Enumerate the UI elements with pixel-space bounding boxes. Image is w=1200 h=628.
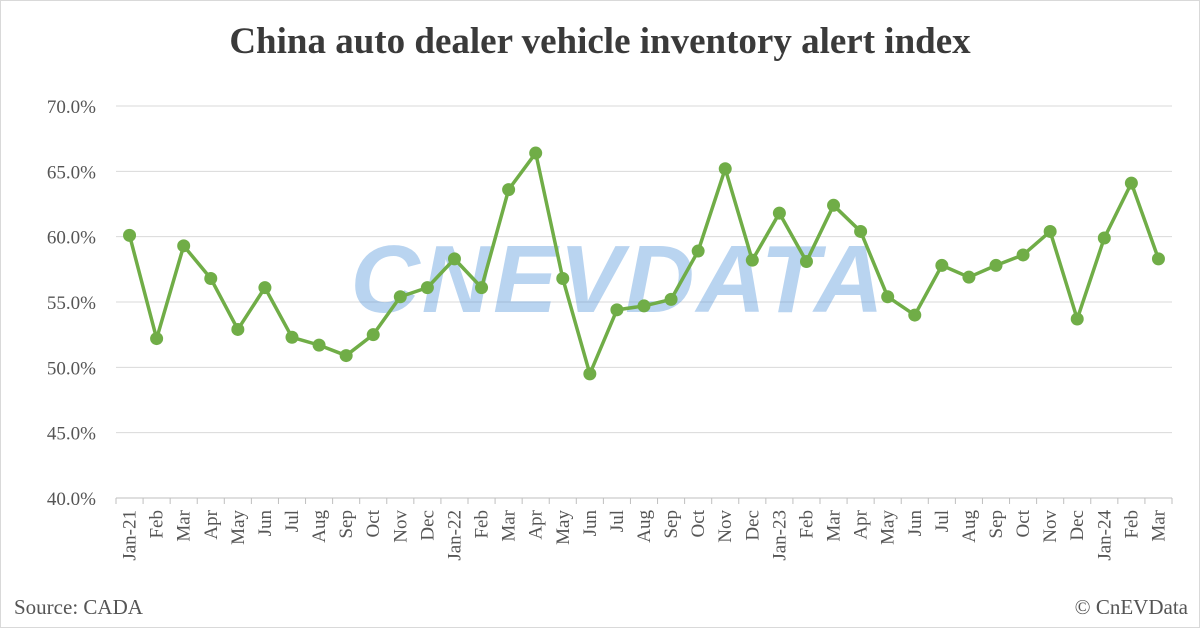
- x-tick-label: Dec: [1067, 510, 1088, 541]
- x-tick-label: Apr: [526, 509, 547, 539]
- data-point: [123, 228, 137, 242]
- x-tick-label: Jan-22: [444, 510, 465, 561]
- x-tick-label: Mar: [499, 509, 520, 541]
- axes: [115, 497, 1173, 504]
- data-point: [1016, 248, 1030, 262]
- series-points: [123, 146, 1165, 381]
- data-point: [718, 162, 732, 176]
- data-point: [447, 252, 461, 266]
- x-tick-label: Oct: [1013, 509, 1034, 537]
- y-tick-label: 65.0%: [47, 162, 96, 183]
- x-tick-label: Dec: [742, 510, 763, 541]
- grid-lines: [116, 105, 1172, 434]
- data-point: [366, 328, 380, 342]
- x-tick-label: Nov: [390, 510, 411, 543]
- y-tick-label: 45.0%: [47, 424, 96, 445]
- x-tick-label: Oct: [688, 509, 709, 537]
- data-point: [745, 253, 759, 267]
- data-point: [962, 270, 976, 284]
- x-tick-label: Jan-21: [120, 510, 141, 561]
- x-tick-label: Sep: [661, 510, 682, 539]
- data-point: [989, 258, 1003, 272]
- data-point: [556, 271, 570, 285]
- y-tick-label: 60.0%: [47, 228, 96, 249]
- x-tick-label: Mar: [174, 509, 195, 541]
- data-point: [799, 254, 813, 268]
- x-tick-label: Jun: [255, 510, 276, 537]
- data-point: [1097, 231, 1111, 245]
- source-note: Source: CADA: [14, 595, 144, 619]
- x-tick-label: Apr: [851, 509, 872, 539]
- copyright-note: © CnEVData: [1075, 595, 1189, 619]
- x-tick-label: Jul: [607, 510, 628, 532]
- x-tick-label: Mar: [1148, 509, 1169, 541]
- x-tick-label: May: [228, 510, 249, 545]
- x-tick-label: Aug: [309, 510, 330, 543]
- data-point: [339, 349, 353, 363]
- data-point: [772, 206, 786, 220]
- data-point: [637, 299, 651, 313]
- data-point: [529, 146, 543, 160]
- data-point: [258, 281, 272, 295]
- data-point: [854, 224, 868, 238]
- data-point: [502, 183, 516, 197]
- x-tick-label: Aug: [959, 510, 980, 543]
- data-point: [691, 244, 705, 258]
- x-tick-label: Nov: [1040, 510, 1061, 543]
- x-tick-label: Jan-23: [769, 510, 790, 561]
- x-tick-label: Feb: [796, 510, 817, 539]
- data-point: [881, 290, 895, 304]
- x-tick-label: Apr: [201, 509, 222, 539]
- x-tick-label: Feb: [147, 510, 168, 539]
- x-tick-label: Jul: [932, 510, 953, 532]
- x-tick-label: Sep: [336, 510, 357, 539]
- data-point: [204, 271, 218, 285]
- x-tick-label: Oct: [363, 509, 384, 537]
- data-point: [1151, 252, 1165, 266]
- data-point: [908, 308, 922, 322]
- x-tick-label: Feb: [472, 510, 493, 539]
- data-point: [827, 198, 841, 212]
- y-tick-label: 50.0%: [47, 358, 96, 379]
- x-tick-label: Jul: [282, 510, 303, 532]
- x-tick-label: Sep: [986, 510, 1007, 539]
- y-tick-labels: 70.0% 65.0% 60.0% 55.0% 50.0% 45.0% 40.0%: [47, 97, 96, 510]
- chart-title: China auto dealer vehicle inventory aler…: [229, 21, 971, 62]
- data-point: [393, 290, 407, 304]
- x-tick-labels: Jan-21 Feb Mar Apr May Jun Jul Aug Sep Oct Nov Dec J…: [120, 509, 1170, 560]
- data-point: [1124, 176, 1138, 190]
- data-point: [312, 338, 326, 352]
- data-point: [177, 239, 191, 253]
- data-point: [231, 322, 245, 336]
- data-point: [664, 292, 678, 306]
- x-tick-label: Mar: [824, 509, 845, 541]
- data-point: [475, 281, 489, 295]
- data-point: [285, 330, 299, 344]
- x-tick-label: Jun: [580, 510, 601, 537]
- data-point: [420, 281, 434, 295]
- data-point: [610, 303, 624, 317]
- data-point: [150, 332, 164, 346]
- x-tick-label: Feb: [1121, 510, 1142, 539]
- data-point: [935, 258, 949, 272]
- x-tick-label: May: [553, 510, 574, 545]
- x-tick-label: Dec: [417, 510, 438, 541]
- y-tick-label: 70.0%: [47, 97, 96, 118]
- x-tick-label: Nov: [715, 510, 736, 543]
- data-point: [1043, 224, 1057, 238]
- x-tick-label: Jan-24: [1094, 510, 1115, 561]
- data-point: [583, 367, 597, 381]
- data-point: [1070, 312, 1084, 326]
- x-tick-label: Jun: [905, 510, 926, 537]
- y-tick-label: 40.0%: [47, 489, 96, 510]
- watermark-logo: CNEVDATA: [350, 226, 885, 333]
- y-tick-label: 55.0%: [47, 293, 96, 314]
- x-tick-label: Aug: [634, 510, 655, 543]
- x-tick-label: May: [878, 510, 899, 545]
